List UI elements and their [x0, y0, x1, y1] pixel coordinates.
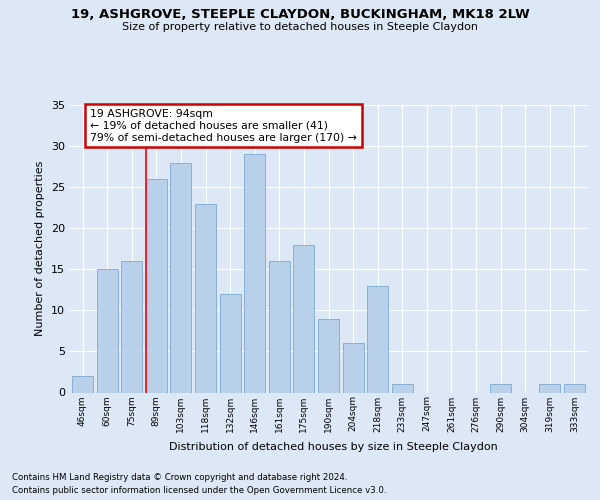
Bar: [97, 270, 118, 392]
Text: 19 ASHGROVE: 94sqm
← 19% of detached houses are smaller (41)
79% of semi-detache: 19 ASHGROVE: 94sqm ← 19% of detached hou…: [90, 110, 356, 142]
Text: Size of property relative to detached houses in Steeple Claydon: Size of property relative to detached ho…: [122, 22, 478, 32]
Text: Contains public sector information licensed under the Open Government Licence v3: Contains public sector information licen…: [12, 486, 386, 495]
Y-axis label: Number of detached properties: Number of detached properties: [35, 161, 45, 336]
Bar: [269, 261, 290, 392]
Bar: [539, 384, 560, 392]
Bar: [121, 261, 142, 392]
Bar: [170, 162, 191, 392]
Bar: [220, 294, 241, 392]
Bar: [564, 384, 585, 392]
Bar: [244, 154, 265, 392]
Bar: [392, 384, 413, 392]
Bar: [490, 384, 511, 392]
Bar: [293, 244, 314, 392]
Bar: [72, 376, 93, 392]
Bar: [367, 286, 388, 393]
Bar: [146, 179, 167, 392]
Text: 19, ASHGROVE, STEEPLE CLAYDON, BUCKINGHAM, MK18 2LW: 19, ASHGROVE, STEEPLE CLAYDON, BUCKINGHA…: [71, 8, 529, 20]
Bar: [195, 204, 216, 392]
Text: Contains HM Land Registry data © Crown copyright and database right 2024.: Contains HM Land Registry data © Crown c…: [12, 472, 347, 482]
Bar: [343, 343, 364, 392]
Text: Distribution of detached houses by size in Steeple Claydon: Distribution of detached houses by size …: [169, 442, 497, 452]
Bar: [318, 318, 339, 392]
